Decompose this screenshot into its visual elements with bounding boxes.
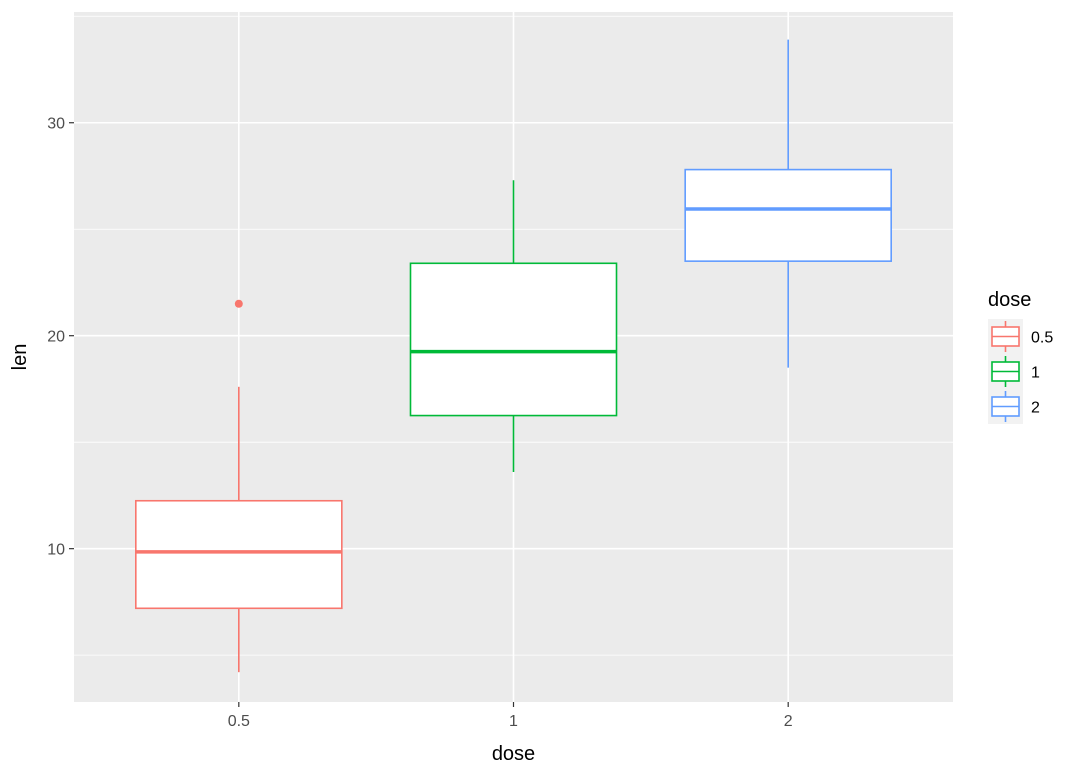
y-tick-label: 30 [47,116,65,133]
x-axis: 0.5 1 2 [228,702,793,730]
y-axis: 10 20 30 [47,116,74,559]
legend-title: dose [988,289,1031,311]
box-iqr [135,499,343,610]
legend: dose 0.5 1 2 [988,289,1053,424]
box-2 [684,39,892,368]
outlier-point [234,299,243,308]
x-tick-label: 0.5 [228,713,250,730]
y-tick-label: 20 [47,329,65,346]
box-iqr [409,262,618,417]
x-tick-label: 1 [509,713,518,730]
legend-key-2: 2 [988,389,1040,424]
box-1 [409,180,618,472]
box-0.5 [135,299,343,673]
y-axis-title: len [9,344,31,371]
legend-key-1: 1 [988,354,1040,389]
legend-label: 0.5 [1031,330,1053,347]
box-iqr [684,168,892,262]
boxes-layer [135,39,892,673]
legend-key-0.5: 0.5 [988,319,1053,354]
x-axis-title: dose [492,743,535,765]
legend-label: 2 [1031,400,1040,417]
legend-label: 1 [1031,365,1040,382]
y-tick-label: 10 [47,542,65,559]
x-tick-label: 2 [784,713,793,730]
